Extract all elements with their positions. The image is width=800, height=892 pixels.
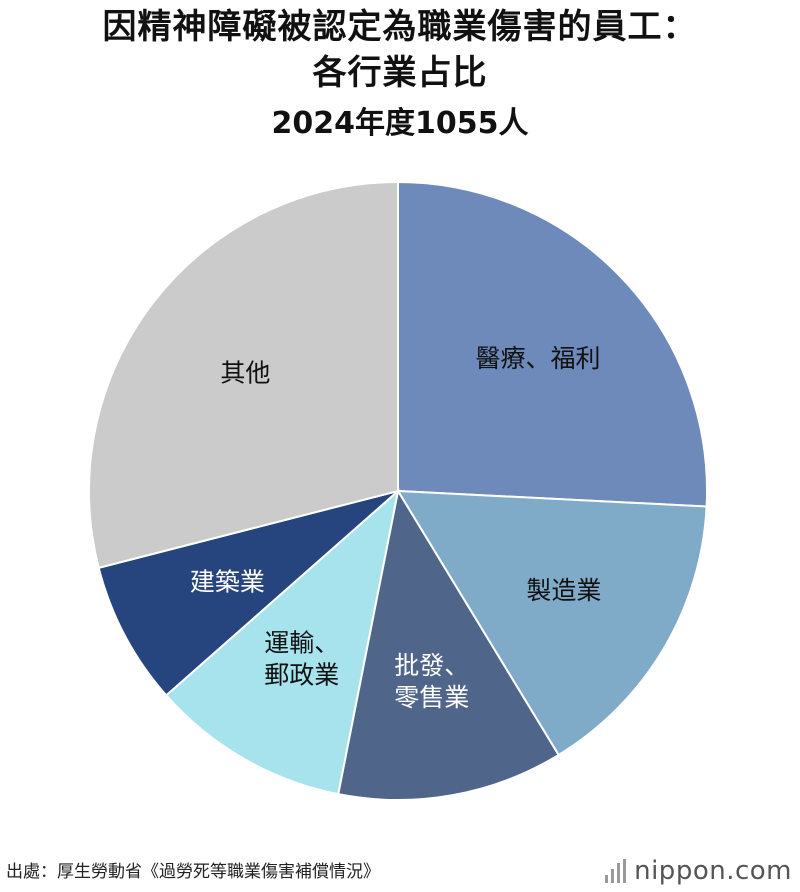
footer: 出處：厚生勞動省《過勞死等職業傷害補償情況》 nippon.com <box>0 856 800 886</box>
chart-title-line-2: 各行業占比 <box>312 53 488 93</box>
pie-slice-4 <box>97 490 399 697</box>
pie-slice-label-3: 運輸、郵政業 <box>264 628 339 689</box>
pie-slice-1 <box>396 489 708 757</box>
title-block: 因精神障礙被認定為職業傷害的員工： 各行業占比 2024年度1055人 <box>0 4 800 144</box>
pie-slice-label-0: 醫療、福利 <box>475 344 600 373</box>
pie-slice-label-5: 其他 <box>220 359 270 388</box>
pie-slice-label-line: 製造業 <box>526 576 601 605</box>
pie-slice-label-line: 運輸、 <box>264 628 339 657</box>
pie-slice-label-4: 建築業 <box>190 567 265 596</box>
pie-slice-label-line: 建築業 <box>190 567 265 596</box>
brand-name: nippon.com <box>634 856 792 886</box>
pie-slice-label-line: 郵政業 <box>264 660 339 689</box>
pie-slice-label-line: 批發、 <box>394 651 469 680</box>
brand-logo: nippon.com <box>605 856 792 886</box>
pie-slice-0 <box>397 180 708 508</box>
pie-slice-3 <box>164 488 400 796</box>
chart-title-line-1: 因精神障礙被認定為職業傷害的員工： <box>102 7 698 47</box>
pie-slice-2 <box>337 488 560 801</box>
pie-slice-label-2: 批發、零售業 <box>394 651 469 712</box>
pie-slice-label-1: 製造業 <box>526 576 601 605</box>
pie-slices <box>88 180 708 801</box>
pie-slice-label-line: 零售業 <box>394 683 469 712</box>
source-note: 出處：厚生勞動省《過勞死等職業傷害補償情況》 <box>6 862 380 882</box>
pie-slice-label-line: 其他 <box>220 359 270 388</box>
pie-slice-5 <box>88 180 399 570</box>
pie-slice-label-line: 醫療、福利 <box>475 344 600 373</box>
chart-subtitle: 2024年度1055人 <box>271 106 529 141</box>
brand-bars-icon <box>605 859 627 883</box>
